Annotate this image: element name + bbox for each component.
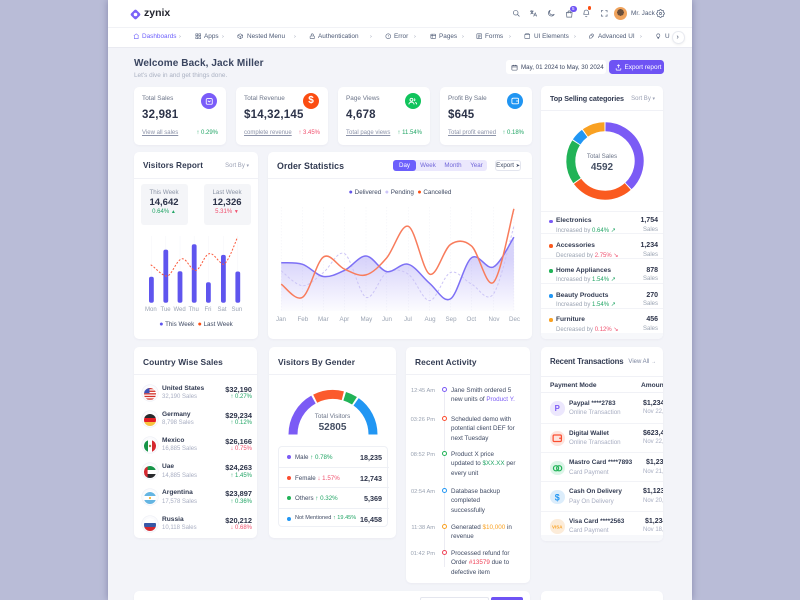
svg-text:VISA: VISA	[552, 525, 563, 530]
svg-text:P: P	[555, 404, 560, 413]
svg-text:$: $	[555, 492, 560, 502]
